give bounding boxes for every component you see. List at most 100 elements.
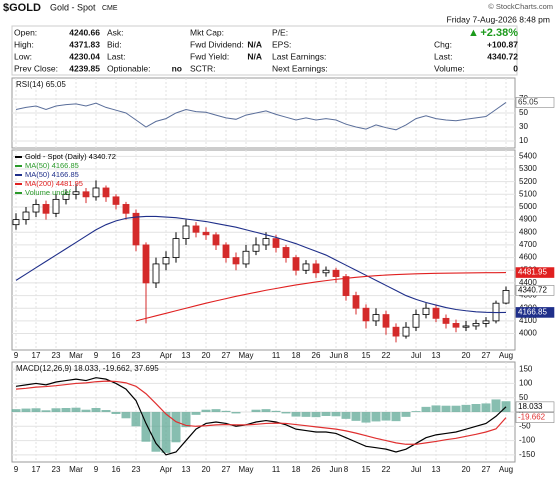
y-tick-label: 4100 <box>519 316 537 325</box>
exchange: CME <box>102 5 118 12</box>
summary-value: 4340.72 <box>487 51 518 61</box>
histogram-bar <box>171 412 181 443</box>
x-tick-label: 23 <box>52 351 61 360</box>
field-label: Next Earnings: <box>272 63 328 73</box>
histogram-bar <box>311 412 321 418</box>
field-value: 4239.85 <box>69 63 100 73</box>
field-value: N/A <box>247 51 262 61</box>
field-value: 4371.83 <box>69 39 100 49</box>
field-label: Mkt Cap: <box>190 27 224 37</box>
histogram-bar <box>211 409 221 412</box>
x-tick-label: 27 <box>482 351 491 360</box>
histogram-bar <box>201 409 211 412</box>
histogram-bar <box>31 408 41 412</box>
x-tick-label: 9 <box>94 465 99 474</box>
x-tick-label: 20 <box>202 351 211 360</box>
x-tick-label: 13 <box>432 465 441 474</box>
y-tick-label: -100 <box>519 436 536 445</box>
candle-body <box>132 212 140 246</box>
x-tick-label: Apr <box>160 351 173 360</box>
histogram-bar <box>331 412 341 417</box>
candle-body <box>252 244 260 252</box>
histogram-bar <box>101 410 111 412</box>
field-label: P/E: <box>272 27 288 37</box>
histogram-bar <box>191 412 201 415</box>
field-label: Fwd Yield: <box>190 51 229 61</box>
x-tick-label: Apr <box>160 465 173 474</box>
y-tick-label: 4000 <box>519 329 537 338</box>
summary-label: Chg: <box>434 39 452 49</box>
histogram-bar <box>51 408 61 412</box>
name: Gold - Spot <box>50 2 96 12</box>
candle-body <box>422 307 430 315</box>
header-box <box>11 25 518 76</box>
value-badge-text: 4481.95 <box>518 268 547 277</box>
x-tick-label: 27 <box>482 465 491 474</box>
macd-line <box>15 380 507 445</box>
candle-body <box>362 307 370 322</box>
summary-value: 0 <box>513 63 518 73</box>
field-label: Bid: <box>107 39 122 49</box>
y-tick-label: -50 <box>519 421 531 430</box>
y-tick-label: 4800 <box>519 227 537 236</box>
candle-body <box>232 257 240 265</box>
field-label: EPS: <box>272 39 291 49</box>
histogram-bar <box>251 409 261 412</box>
value-badge-text: 4340.72 <box>518 286 547 295</box>
candle-body <box>452 323 460 328</box>
histogram-bar <box>371 412 381 422</box>
histogram-bar <box>381 412 391 421</box>
candle-body <box>462 325 470 328</box>
y-tick-label: 50 <box>519 108 528 117</box>
candle-body <box>502 290 510 304</box>
y-tick-label: 4700 <box>519 240 537 249</box>
legend-label: MA(200) 4481.95 <box>25 179 83 188</box>
y-tick-label: 30 <box>519 122 528 131</box>
panel-label: RSI(14) 65.05 <box>16 80 66 89</box>
x-tick-label: Mar <box>69 351 83 360</box>
x-tick-label: 8 <box>344 351 349 360</box>
candle-body <box>102 187 110 198</box>
candle-body <box>442 317 450 324</box>
candle-body <box>142 244 150 284</box>
histogram-bar <box>401 412 411 417</box>
candle-body <box>202 231 210 236</box>
candle-body <box>162 257 170 265</box>
histogram-bar <box>11 409 21 412</box>
value-badge <box>515 285 555 296</box>
x-tick-label: 16 <box>112 465 121 474</box>
x-tick-label: 23 <box>52 465 61 474</box>
candle-body <box>382 314 390 328</box>
x-tick-label: 13 <box>182 351 191 360</box>
x-tick-label: 9 <box>14 351 19 360</box>
credit: © StockCharts.com <box>488 2 553 11</box>
candle-body <box>52 198 60 214</box>
candle-body <box>72 191 80 195</box>
datetime: Friday 7-Aug-2026 8:48 pm <box>447 14 550 24</box>
x-tick-label: 13 <box>182 465 191 474</box>
candle-body <box>372 314 380 322</box>
candle-body <box>272 238 280 248</box>
histogram-bar <box>341 412 351 419</box>
candle-body <box>92 187 100 198</box>
field-label: Optionable: <box>107 63 150 73</box>
x-tick-label: 20 <box>462 351 471 360</box>
histogram-bar <box>421 406 431 412</box>
candle-body <box>332 269 340 277</box>
histogram-bar <box>131 412 141 427</box>
x-tick-label: 27 <box>222 351 231 360</box>
summary-label: Last: <box>434 51 452 61</box>
histogram-bar <box>261 409 271 412</box>
candle-body <box>12 219 20 226</box>
macd-line <box>15 377 507 456</box>
y-tick-label: 4900 <box>519 215 537 224</box>
x-tick-label: 9 <box>14 465 19 474</box>
candle-body <box>412 314 420 328</box>
field-label: SCTR: <box>190 63 216 73</box>
legend-swatch <box>15 192 22 194</box>
field-value: 4240.66 <box>69 27 100 37</box>
candle-body <box>342 276 350 296</box>
x-tick-label: Aug <box>499 351 513 360</box>
histogram-bar <box>391 412 401 422</box>
candle-body <box>152 263 160 284</box>
